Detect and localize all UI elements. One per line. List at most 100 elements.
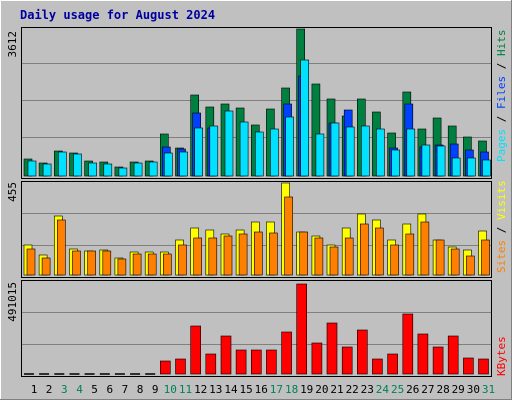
kbytes-kbytes-bar <box>266 349 277 375</box>
kbytes-kbytes-bar <box>402 313 414 375</box>
day-label: 23 <box>361 383 374 396</box>
traffic-pages-bar <box>330 122 340 177</box>
traffic-pages-bar <box>255 131 264 177</box>
traffic-pages-bar <box>270 128 279 177</box>
kbytes-kbytes-bar <box>281 331 292 375</box>
visits-sites-bar <box>87 250 96 276</box>
traffic-pages-bar <box>285 116 294 177</box>
kbytes-kbytes-bar <box>387 353 398 375</box>
day-label: 4 <box>76 383 83 396</box>
traffic-pages-bar <box>421 144 431 177</box>
day-label: 17 <box>270 383 283 396</box>
day-label: 6 <box>106 383 113 396</box>
visits-sites-bar <box>147 253 157 276</box>
day-label: 14 <box>224 383 238 396</box>
visits-sites-bar <box>450 248 460 276</box>
visits-sites-bar <box>56 219 66 276</box>
day-label: 25 <box>391 383 404 396</box>
legend-pages: Pages <box>495 129 508 162</box>
kbytes-kbytes-bar <box>175 358 186 375</box>
day-label: 11 <box>179 383 192 396</box>
traffic-pages-bar <box>27 160 37 177</box>
kbytes-kbytes-bar <box>372 358 383 375</box>
kbytes-kbytes-bar <box>311 342 323 375</box>
day-label: 22 <box>346 383 359 396</box>
kbytes-kbytes-bar <box>463 357 474 375</box>
traffic-pages-bar <box>73 153 82 177</box>
kbytes-max-label: 491015 <box>6 282 19 322</box>
visits-sites-bar <box>435 239 445 276</box>
visits-sites-bar <box>284 196 293 276</box>
day-label: 7 <box>122 383 129 396</box>
legend-files: Files <box>495 76 508 109</box>
kbytes-kbytes-bar <box>341 346 353 375</box>
traffic-pages-bar <box>239 121 249 177</box>
kbytes-kbytes-bar <box>235 349 247 375</box>
traffic-pages-bar <box>315 133 325 177</box>
traffic-pages-bar <box>406 128 416 177</box>
day-label: 19 <box>300 383 313 396</box>
traffic-pages-bar <box>118 167 128 177</box>
traffic-pages-bar <box>345 126 355 177</box>
day-label: 13 <box>209 383 222 396</box>
day-label: 20 <box>315 383 328 396</box>
day-label: 26 <box>406 383 419 396</box>
kbytes-kbytes-bar <box>417 333 429 375</box>
visits-sites-bar <box>481 239 490 276</box>
kbytes-kbytes-bar <box>356 329 368 375</box>
visits-sites-bar <box>163 253 172 276</box>
visits-sites-bar <box>390 244 399 276</box>
day-label: 21 <box>330 383 343 396</box>
kbytes-kbytes-bar <box>190 325 201 375</box>
kbytes-bars <box>24 283 489 375</box>
visits-sites-bar <box>117 258 127 276</box>
kbytes-kbytes-bar <box>296 283 308 375</box>
visits-sites-bar <box>269 232 278 276</box>
traffic-pages-bar <box>436 145 446 177</box>
visits-sites-bar <box>72 250 81 276</box>
day-label: 8 <box>137 383 144 396</box>
traffic-pages-bar <box>88 162 97 177</box>
traffic-pages-bar <box>179 151 188 177</box>
chart-title: Daily usage for August 2024 <box>20 8 215 22</box>
day-label: 30 <box>467 383 480 396</box>
traffic-pages-bar <box>42 163 52 177</box>
kbytes-kbytes-bar <box>478 358 489 375</box>
visits-sites-bar <box>314 237 324 276</box>
day-label: 31 <box>482 383 495 396</box>
kbytes-kbytes-bar <box>326 322 338 375</box>
visits-sites-bar <box>466 255 475 276</box>
traffic-pages-bar <box>148 161 158 177</box>
traffic-pages-bar <box>164 152 173 177</box>
traffic-pages-bar <box>451 157 461 177</box>
legend-sites: Sites <box>495 240 508 273</box>
traffic-pages-bar <box>300 59 310 177</box>
visits-sites-bar <box>359 223 369 276</box>
day-label: 5 <box>91 383 98 396</box>
kbytes-kbytes-bar <box>432 346 444 375</box>
legend-visits: Visits <box>495 180 508 220</box>
day-label: 2 <box>46 383 53 396</box>
visits-sites-bar <box>299 231 309 276</box>
traffic-pages-bar <box>360 125 370 177</box>
kbytes-kbytes-bar <box>205 353 217 375</box>
traffic-pages-bar <box>194 127 203 177</box>
day-label: 29 <box>452 383 465 396</box>
visits-legend: Sites / Visits <box>495 180 508 273</box>
traffic-pages-bar <box>209 125 219 177</box>
day-label: 18 <box>285 383 298 396</box>
day-label: 3 <box>61 383 68 396</box>
day-label: 10 <box>164 383 177 396</box>
kbytes-legend: KBytes <box>495 336 508 376</box>
visits-sites-bar <box>405 233 415 276</box>
visits-sites-bar <box>254 231 263 276</box>
traffic-bars <box>23 28 491 177</box>
visits-sites-bar <box>375 227 384 276</box>
traffic-pages-bar <box>467 157 476 177</box>
day-label: 16 <box>255 383 268 396</box>
traffic-max-label: 3612 <box>6 31 19 58</box>
visits-sites-bar <box>329 246 339 276</box>
traffic-pages-bar <box>57 151 67 177</box>
kbytes-kbytes-bar <box>447 335 459 375</box>
